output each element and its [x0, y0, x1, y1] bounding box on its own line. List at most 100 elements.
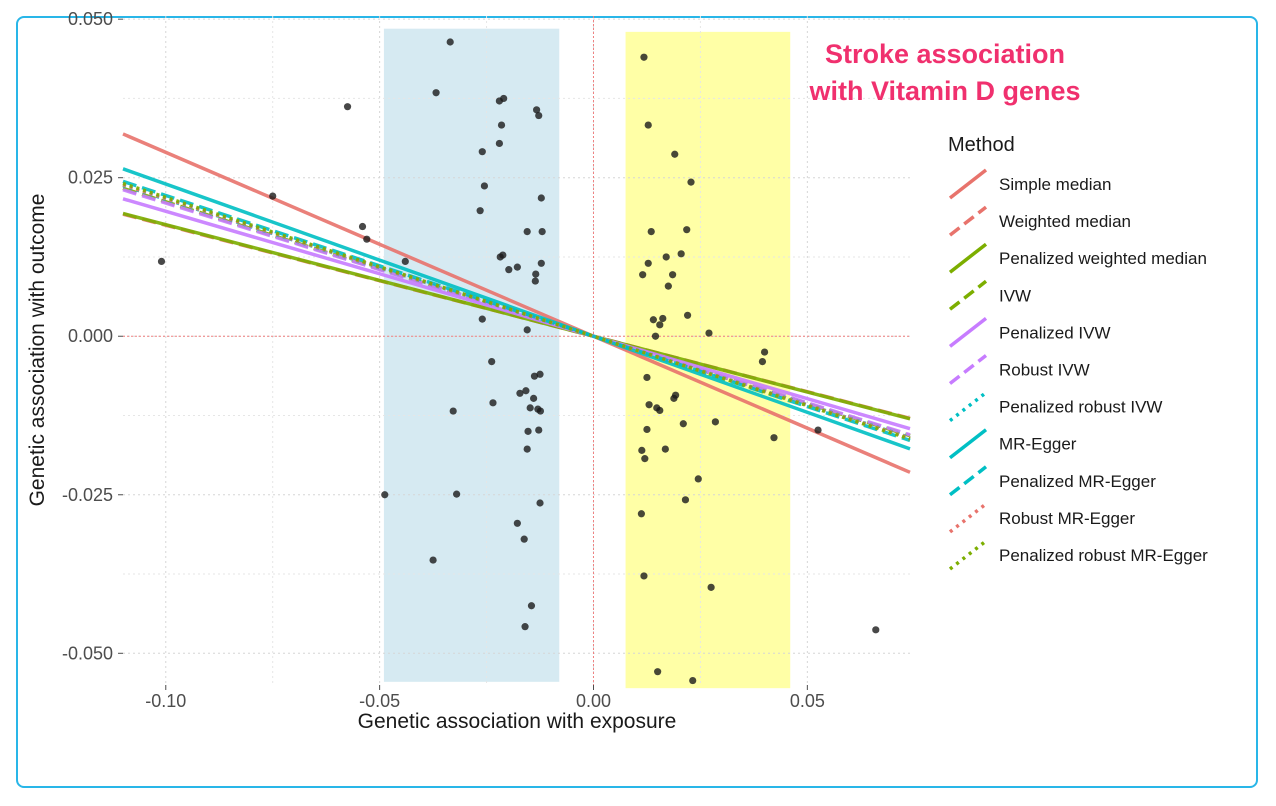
data-point — [449, 407, 457, 415]
data-point — [432, 89, 440, 97]
method-line — [122, 181, 911, 441]
data-point — [535, 426, 543, 434]
data-point — [814, 426, 822, 434]
data-point — [645, 401, 653, 409]
y-tick-label: -0.025 — [62, 485, 113, 505]
data-point — [656, 406, 664, 415]
data-point — [523, 445, 531, 453]
data-point — [711, 418, 719, 426]
legend-key — [948, 428, 988, 460]
data-point — [363, 235, 371, 243]
highlight-regions — [383, 28, 791, 689]
legend-key — [948, 539, 988, 571]
legend-key — [948, 279, 988, 311]
data-point — [538, 228, 546, 236]
data-point — [534, 405, 542, 413]
data-point — [640, 572, 648, 580]
data-point — [662, 253, 670, 261]
legend-key — [948, 465, 988, 497]
data-point — [537, 259, 545, 267]
data-point — [649, 316, 657, 324]
legend-label: Penalized IVW — [999, 323, 1111, 342]
legend-key — [948, 242, 988, 274]
data-point — [536, 499, 544, 507]
grid-lines — [123, 16, 910, 685]
data-point — [527, 602, 536, 610]
data-point — [644, 259, 652, 267]
data-point — [639, 271, 647, 279]
data-point — [664, 282, 672, 290]
data-point — [488, 357, 496, 366]
data-point — [689, 676, 697, 685]
data-point — [643, 425, 651, 434]
data-point — [533, 106, 541, 114]
axis-ticks: -0.10 -0.05 0.00 0.05 -0.050 -0.025 0.000 0.025… — [62, 9, 825, 711]
data-point — [500, 94, 508, 103]
data-point — [651, 332, 660, 340]
legend-label: MR-Egger — [999, 435, 1077, 454]
data-point — [401, 257, 409, 266]
data-point — [638, 446, 646, 454]
data-point — [381, 491, 389, 499]
x-tick-label: 0.00 — [576, 691, 611, 711]
data-point — [495, 139, 503, 148]
data-point — [499, 251, 507, 259]
data-point — [683, 311, 692, 319]
x-tick-label: -0.05 — [359, 691, 400, 711]
method-lines — [122, 132, 911, 474]
data-point — [489, 399, 497, 407]
legend-key — [948, 502, 988, 534]
data-point — [683, 226, 691, 234]
data-point — [532, 270, 540, 278]
data-point — [530, 372, 539, 380]
legend-title: Method — [948, 134, 1015, 156]
data-point — [521, 623, 529, 631]
x-tick-label: 0.05 — [790, 691, 825, 711]
data-point — [872, 626, 880, 634]
data-point — [526, 404, 534, 412]
method-line — [122, 132, 911, 474]
data-point — [672, 391, 680, 399]
data-point — [530, 394, 538, 402]
legend-label: IVW — [999, 286, 1031, 305]
data-point — [453, 490, 461, 498]
data-point — [446, 38, 454, 46]
data-point — [537, 194, 545, 202]
data-point — [536, 370, 544, 378]
data-point — [476, 207, 484, 215]
y-tick-label: 0.025 — [68, 168, 113, 188]
legend-key — [948, 391, 988, 422]
data-point — [643, 373, 651, 382]
legend-key — [948, 354, 988, 385]
y-tick-label: 0.000 — [68, 326, 113, 346]
data-point — [671, 150, 679, 158]
data-point — [687, 178, 695, 186]
data-point — [478, 315, 486, 323]
data-point — [637, 510, 645, 518]
data-point — [647, 228, 655, 236]
data-point — [513, 263, 521, 271]
data-point — [157, 257, 166, 266]
data-points — [157, 38, 880, 685]
legend: Method Simple median Weighted median Penal… — [948, 134, 1208, 571]
method-line — [122, 179, 911, 443]
data-point — [760, 348, 769, 356]
data-point — [513, 519, 521, 527]
figure-frame — [16, 16, 1258, 788]
data-point — [524, 427, 532, 435]
data-point — [520, 535, 528, 543]
legend-label: Robust MR-Egger — [999, 509, 1135, 528]
data-point — [497, 121, 506, 129]
data-point — [654, 668, 662, 676]
y-axis-title: Genetic association with outcome — [26, 194, 49, 507]
data-point — [694, 475, 702, 483]
data-point — [705, 329, 713, 337]
data-point — [656, 321, 664, 329]
data-point — [640, 53, 648, 61]
data-point — [681, 496, 690, 504]
legend-key — [948, 205, 988, 237]
data-point — [644, 121, 652, 129]
legend-label: Simple median — [999, 175, 1111, 194]
data-point — [679, 420, 687, 428]
data-point — [677, 250, 685, 258]
